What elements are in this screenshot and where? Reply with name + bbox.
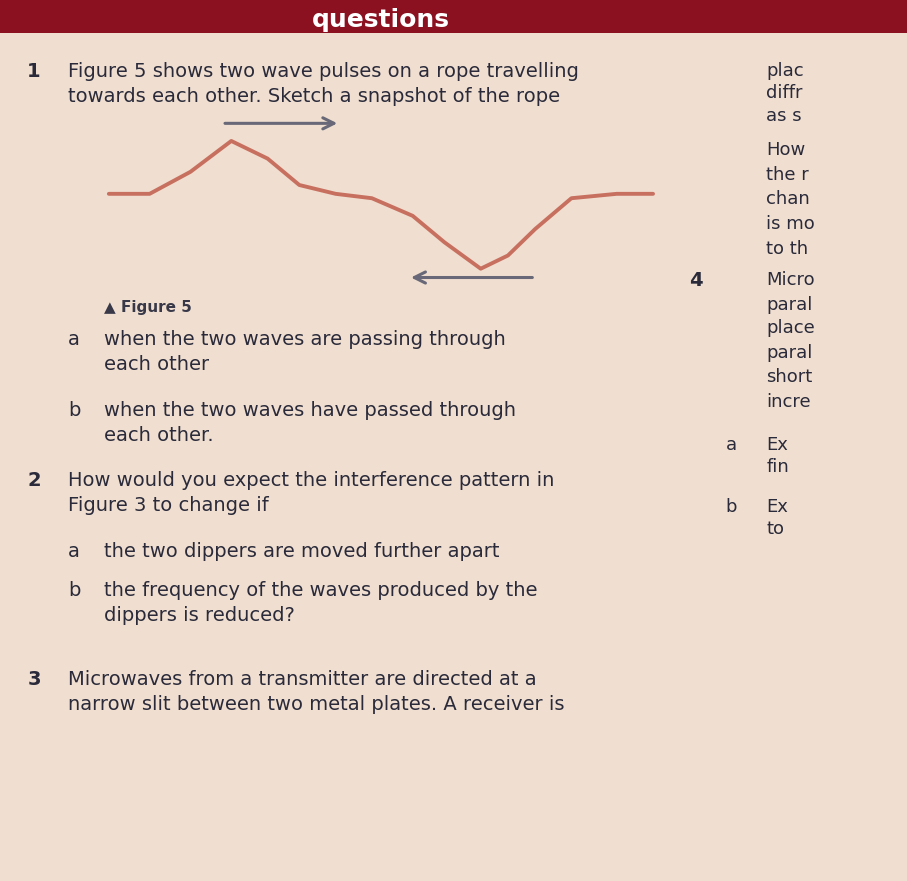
Text: How would you expect the interference pattern in
Figure 3 to change if: How would you expect the interference pa…: [68, 471, 554, 515]
Text: b: b: [726, 498, 737, 515]
Text: to: to: [766, 520, 785, 537]
Text: a: a: [68, 542, 80, 561]
Text: paral: paral: [766, 296, 813, 314]
Text: b: b: [68, 581, 81, 601]
Text: chan: chan: [766, 190, 810, 208]
Text: the two dippers are moved further apart: the two dippers are moved further apart: [104, 542, 500, 561]
Text: the frequency of the waves produced by the
dippers is reduced?: the frequency of the waves produced by t…: [104, 581, 538, 626]
Text: ▲ Figure 5: ▲ Figure 5: [104, 300, 192, 315]
Text: the r: the r: [766, 166, 809, 183]
Text: b: b: [68, 401, 81, 420]
Text: a: a: [726, 436, 736, 454]
Text: paral: paral: [766, 344, 813, 361]
Text: Ex: Ex: [766, 498, 788, 515]
Text: 2: 2: [27, 471, 41, 491]
Text: Ex: Ex: [766, 436, 788, 454]
Text: when the two waves are passing through
each other: when the two waves are passing through e…: [104, 330, 506, 374]
Text: a: a: [68, 330, 80, 350]
Text: questions: questions: [312, 8, 450, 32]
Text: How: How: [766, 141, 805, 159]
Text: plac: plac: [766, 62, 804, 79]
Bar: [0, 0, 907, 33]
Text: 3: 3: [27, 670, 41, 689]
Text: as s: as s: [766, 107, 802, 125]
Text: to th: to th: [766, 240, 808, 257]
Text: diffr: diffr: [766, 84, 803, 101]
Text: Figure 5 shows two wave pulses on a rope travelling
towards each other. Sketch a: Figure 5 shows two wave pulses on a rope…: [68, 62, 579, 106]
Text: 4: 4: [689, 271, 703, 291]
Text: place: place: [766, 319, 815, 337]
Text: when the two waves have passed through
each other.: when the two waves have passed through e…: [104, 401, 516, 445]
Text: incre: incre: [766, 393, 811, 411]
Text: Micro: Micro: [766, 271, 815, 289]
Text: Microwaves from a transmitter are directed at a
narrow slit between two metal pl: Microwaves from a transmitter are direct…: [68, 670, 564, 714]
Text: fin: fin: [766, 458, 789, 476]
Text: 1: 1: [27, 62, 41, 81]
Text: is mo: is mo: [766, 215, 815, 233]
Text: short: short: [766, 368, 813, 386]
